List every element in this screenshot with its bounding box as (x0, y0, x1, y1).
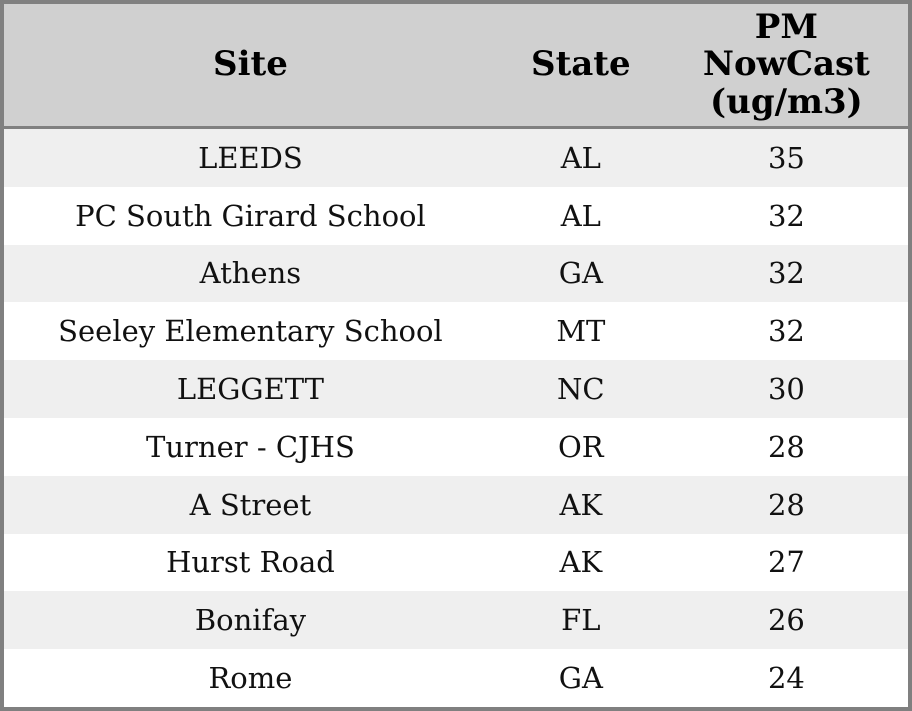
column-header-site: Site (2, 2, 497, 129)
table-row: Athens GA 32 (2, 244, 910, 303)
table-row: Turner - CJHS OR 28 (2, 417, 910, 476)
site-cell: Seeley Elementary School (2, 302, 497, 361)
table-row: Bonifay FL 26 (2, 591, 910, 650)
column-header-state: State (496, 2, 665, 129)
site-cell: Athens (2, 244, 497, 303)
pm-nowcast-cell: 27 (664, 533, 910, 592)
site-cell: A Street (2, 475, 497, 534)
site-cell: Turner - CJHS (2, 417, 497, 476)
column-header-state-label: State (531, 44, 631, 85)
state-cell: AK (496, 533, 665, 592)
pm-nowcast-cell: 28 (664, 417, 910, 476)
state-cell: OR (496, 417, 665, 476)
state-cell: GA (496, 649, 665, 709)
state-cell: FL (496, 591, 665, 650)
state-cell: AL (496, 186, 665, 245)
pm-nowcast-cell: 26 (664, 591, 910, 650)
pm-nowcast-cell: 35 (664, 127, 910, 187)
header-row: Site State PM NowCast (ug/m3) (2, 2, 910, 129)
table-row: LEEDS AL 35 (2, 127, 910, 187)
table-row: LEGGETT NC 30 (2, 360, 910, 418)
column-header-pm-nowcast: PM NowCast (ug/m3) (664, 2, 910, 129)
site-cell: Hurst Road (2, 533, 497, 592)
pm-nowcast-cell: 32 (664, 244, 910, 303)
site-cell: LEEDS (2, 127, 497, 187)
state-cell: MT (496, 302, 665, 361)
state-cell: NC (496, 360, 665, 418)
column-header-pm-nowcast-label: PM NowCast (ug/m3) (702, 6, 870, 122)
table-row: Seeley Elementary School MT 32 (2, 302, 910, 361)
pm-nowcast-cell: 32 (664, 186, 910, 245)
pm-nowcast-cell: 32 (664, 302, 910, 361)
table-header: Site State PM NowCast (ug/m3) (2, 2, 910, 129)
pm-nowcast-cell: 24 (664, 649, 910, 709)
table-body: LEEDS AL 35 PC South Girard School AL 32… (2, 127, 910, 709)
state-cell: GA (496, 244, 665, 303)
site-cell: LEGGETT (2, 360, 497, 418)
table-row: PC South Girard School AL 32 (2, 186, 910, 245)
state-cell: AK (496, 475, 665, 534)
table-row: Rome GA 24 (2, 649, 910, 709)
state-cell: AL (496, 127, 665, 187)
table-row: A Street AK 28 (2, 475, 910, 534)
site-cell: Bonifay (2, 591, 497, 650)
pm-nowcast-cell: 30 (664, 360, 910, 418)
pm-nowcast-cell: 28 (664, 475, 910, 534)
site-cell: PC South Girard School (2, 186, 497, 245)
site-cell: Rome (2, 649, 497, 709)
column-header-site-label: Site (213, 44, 288, 85)
table-row: Hurst Road AK 27 (2, 533, 910, 592)
